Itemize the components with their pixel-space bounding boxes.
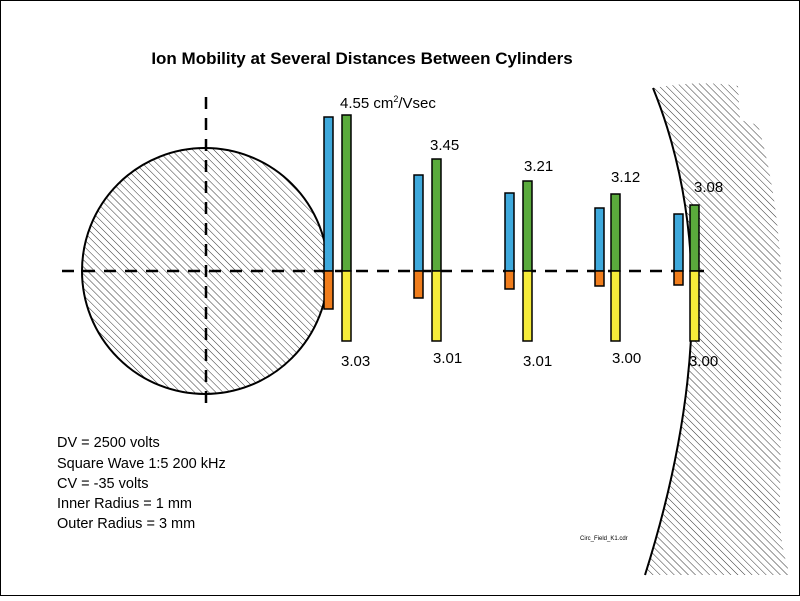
top-value-1: 4.55 cm2/Vsec: [340, 94, 436, 112]
bar-group-2: [413, 158, 442, 342]
file-name: Circ_Field_K1.cdr: [580, 536, 628, 542]
top-value-2: 3.45: [430, 137, 459, 154]
parameter-line: CV = -35 volts: [57, 476, 148, 492]
bar-group-4: [594, 193, 621, 342]
bottom-value-2: 3.01: [433, 350, 462, 367]
orange-bar: [413, 270, 424, 299]
orange-bar: [673, 270, 684, 286]
yellow-bar: [689, 270, 700, 342]
bottom-value-4: 3.00: [612, 350, 641, 367]
blue-bar: [413, 174, 424, 272]
green-bar: [341, 114, 352, 272]
parameter-line: Square Wave 1:5 200 kHz: [57, 456, 226, 472]
bar-group-1: [323, 114, 352, 342]
green-bar: [431, 158, 442, 272]
bar-group-5: [673, 204, 700, 342]
top-value-3: 3.21: [524, 158, 553, 175]
bottom-value-1: 3.03: [341, 353, 370, 370]
blue-bar: [323, 116, 334, 272]
parameter-line: Inner Radius = 1 mm: [57, 496, 192, 512]
green-bar: [610, 193, 621, 272]
outer-cylinder: [645, 83, 790, 575]
yellow-bar: [522, 270, 533, 342]
yellow-bar: [341, 270, 352, 342]
diagram-title: Ion Mobility at Several Distances Betwee…: [151, 49, 572, 68]
bar-group-3: [504, 180, 533, 342]
orange-bar: [323, 270, 334, 310]
orange-bar: [594, 270, 605, 287]
blue-bar: [673, 213, 684, 272]
blue-bar: [504, 192, 515, 272]
green-bar: [522, 180, 533, 272]
top-value-5: 3.08: [694, 179, 723, 196]
parameter-line: Outer Radius = 3 mm: [57, 516, 195, 532]
yellow-bar: [431, 270, 442, 342]
parameters-block: DV = 2500 volts Square Wave 1:5 200 kHz …: [57, 435, 226, 532]
bottom-value-5: 3.00: [689, 353, 718, 370]
orange-bar: [504, 270, 515, 290]
parameter-line: DV = 2500 volts: [57, 435, 160, 451]
top-value-4: 3.12: [611, 169, 640, 186]
bottom-value-3: 3.01: [523, 353, 552, 370]
blue-bar: [594, 207, 605, 272]
yellow-bar: [610, 270, 621, 342]
green-bar: [689, 204, 700, 272]
